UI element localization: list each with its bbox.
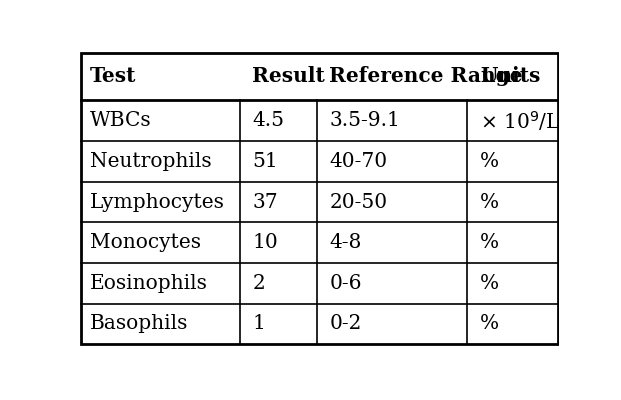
Text: Reference Range: Reference Range bbox=[329, 66, 523, 86]
Text: 37: 37 bbox=[252, 192, 278, 212]
Text: $\times$ 10$^{9}$/L: $\times$ 10$^{9}$/L bbox=[480, 109, 560, 133]
Text: 3.5-9.1: 3.5-9.1 bbox=[329, 111, 400, 130]
Text: 0-6: 0-6 bbox=[329, 274, 362, 293]
Text: 51: 51 bbox=[252, 152, 278, 171]
Text: Monocytes: Monocytes bbox=[90, 233, 201, 252]
Text: Units: Units bbox=[480, 66, 540, 86]
Text: %: % bbox=[480, 314, 499, 334]
Text: %: % bbox=[480, 152, 499, 171]
Text: 10: 10 bbox=[252, 233, 278, 252]
Text: 4.5: 4.5 bbox=[252, 111, 284, 130]
Text: Result: Result bbox=[252, 66, 325, 86]
Text: 20-50: 20-50 bbox=[329, 192, 388, 212]
Text: 0-2: 0-2 bbox=[329, 314, 361, 334]
Text: Eosinophils: Eosinophils bbox=[90, 274, 208, 293]
Text: %: % bbox=[480, 274, 499, 293]
Text: Test: Test bbox=[90, 66, 137, 86]
Text: 1: 1 bbox=[252, 314, 265, 334]
Text: 2: 2 bbox=[252, 274, 265, 293]
Text: Basophils: Basophils bbox=[90, 314, 189, 334]
Text: Lymphocytes: Lymphocytes bbox=[90, 192, 225, 212]
Text: WBCs: WBCs bbox=[90, 111, 152, 130]
Text: %: % bbox=[480, 192, 499, 212]
Text: 4-8: 4-8 bbox=[329, 233, 361, 252]
Text: %: % bbox=[480, 233, 499, 252]
Text: 40-70: 40-70 bbox=[329, 152, 388, 171]
Text: Neutrophils: Neutrophils bbox=[90, 152, 212, 171]
